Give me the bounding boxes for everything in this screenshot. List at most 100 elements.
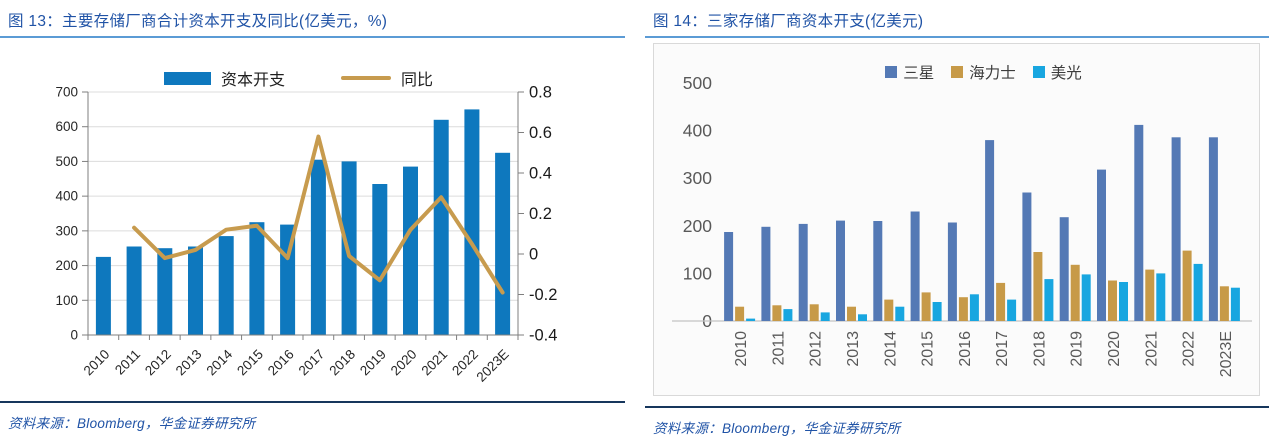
bar-capex-2019 [372, 184, 388, 335]
svg-text:2011: 2011 [112, 347, 143, 378]
svg-text:2010: 2010 [733, 331, 750, 367]
legend-label-hynix: 海力士 [969, 65, 1016, 82]
svg-text:2013: 2013 [173, 347, 205, 379]
bar-三星-2014 [873, 221, 883, 321]
figure-13-chart-area: 0 100 200 300 400 500 600 700 -0.4 -0.2 0 0.2 0.4 0.6… [0, 38, 625, 401]
legend-label-samsung: 三星 [903, 65, 935, 82]
legend-item-hynix: 海力士 [951, 61, 1016, 83]
svg-text:2010: 2010 [81, 347, 113, 379]
bar-美光-2022 [1193, 263, 1203, 321]
bar-海力士-2018 [1033, 252, 1043, 321]
svg-text:2018: 2018 [1031, 331, 1048, 367]
bar-美光-2011 [783, 309, 793, 321]
figure-14-source-divider [645, 406, 1269, 408]
svg-text:2014: 2014 [882, 331, 899, 367]
bar-海力士-2019 [1070, 264, 1080, 321]
bar-海力士-2022 [1182, 250, 1192, 321]
hynix-swatch [951, 66, 964, 78]
svg-text:2017: 2017 [994, 331, 1011, 367]
figure-14-source: 资料来源：Bloomberg，华金证券研究所 [653, 421, 901, 436]
bar-capex-2023E [495, 152, 511, 336]
svg-text:2015: 2015 [920, 331, 937, 367]
bar-capex-2015 [249, 222, 265, 335]
yoy-line [132, 134, 505, 295]
svg-text:2013: 2013 [845, 331, 862, 367]
bar-美光-2018 [1044, 279, 1054, 321]
svg-text:2020: 2020 [388, 347, 420, 379]
svg-text:2012: 2012 [142, 347, 174, 379]
bar-capex-2011 [126, 246, 142, 335]
svg-text:200: 200 [683, 216, 712, 236]
bar-capex-2010 [95, 256, 111, 335]
bar-三星-2022 [1171, 137, 1181, 321]
figure-14-panel: 图 14：三家存储厂商资本开支(亿美元) 0 100 200 300 400 500 201… [645, 0, 1269, 437]
svg-text:2020: 2020 [1106, 331, 1123, 367]
legend-label-yoy: 同比 [401, 72, 434, 89]
svg-text:2023E: 2023E [474, 347, 512, 385]
legend-label-micron: 美光 [1050, 65, 1082, 82]
yoy-line-swatch [341, 76, 391, 80]
figure-13-title-underline [0, 36, 625, 38]
svg-text:2017: 2017 [296, 347, 328, 379]
series-三星 [724, 124, 1218, 322]
svg-text:0.4: 0.4 [529, 165, 552, 183]
svg-text:100: 100 [55, 293, 78, 308]
svg-text:0.2: 0.2 [529, 205, 552, 223]
legend-item-samsung: 三星 [885, 61, 934, 83]
bar-海力士-2011 [772, 305, 782, 321]
bar-美光-2023E [1230, 287, 1240, 321]
bar-capex-2013 [188, 246, 203, 335]
figure-13-source: 资料来源：Bloomberg，华金证券研究所 [8, 416, 256, 431]
svg-text:2023E: 2023E [1218, 331, 1235, 377]
bar-海力士-2014 [884, 299, 894, 321]
bar-美光-2010 [746, 318, 756, 321]
bar-capex-2017 [310, 159, 326, 335]
bar-海力士-2010 [735, 306, 745, 321]
svg-text:2021: 2021 [1143, 331, 1160, 367]
bar-三星-2017 [985, 140, 995, 321]
y-axis-left-labels: 0 100 200 300 400 500 600 700 [55, 85, 78, 343]
svg-text:500: 500 [55, 154, 78, 169]
bar-美光-2016 [969, 294, 979, 321]
legend-item-micron: 美光 [1032, 61, 1082, 83]
bar-三星-2013 [836, 220, 845, 321]
bar-美光-2019 [1081, 274, 1091, 321]
svg-text:400: 400 [55, 189, 78, 204]
legend-label-capex: 资本开支 [220, 72, 285, 89]
bar-三星-2018 [1022, 192, 1032, 321]
bar-美光-2017 [1007, 299, 1017, 321]
bar-三星-2010 [724, 232, 734, 321]
bar-capex-2021 [433, 119, 449, 335]
bar-三星-2015 [910, 211, 920, 321]
svg-text:2012: 2012 [808, 331, 825, 367]
bar-capex-2020 [403, 166, 418, 335]
svg-text:0.6: 0.6 [529, 124, 552, 142]
bar-美光-2021 [1156, 273, 1166, 321]
figure-13-source-divider [0, 401, 625, 403]
legend-item-capex: 资本开支 [163, 66, 285, 90]
capex-bar-swatch [163, 71, 211, 85]
svg-text:2015: 2015 [234, 347, 266, 379]
figure-14-legend: 三星 海力士 美光 [708, 61, 1259, 83]
bar-三星-2020 [1097, 169, 1106, 321]
svg-text:500: 500 [683, 73, 712, 93]
legend-item-yoy: 同比 [341, 66, 433, 90]
bar-capex-2012 [157, 248, 173, 335]
bar-美光-2013 [858, 314, 867, 321]
svg-text:-0.2: -0.2 [529, 286, 557, 304]
svg-text:100: 100 [683, 263, 712, 283]
figure-14-chart-area: 0 100 200 300 400 500 2010 2011 2012 2013 2014 2015… [645, 43, 1269, 406]
figure-13-title: 图 13：主要存储厂商合计资本开支及同比(亿美元，%) [8, 13, 388, 30]
bar-海力士-2012 [809, 304, 819, 321]
bar-三星-2021 [1134, 124, 1144, 322]
bar-capex-2022 [464, 109, 480, 336]
axes [82, 91, 524, 340]
bar-美光-2014 [895, 306, 905, 321]
figure-14-title: 图 14：三家存储厂商资本开支(亿美元) [653, 13, 924, 30]
svg-text:2022: 2022 [1181, 331, 1198, 367]
svg-text:600: 600 [55, 119, 78, 134]
bar-海力士-2016 [958, 297, 968, 321]
bar-海力士-2013 [847, 306, 856, 321]
